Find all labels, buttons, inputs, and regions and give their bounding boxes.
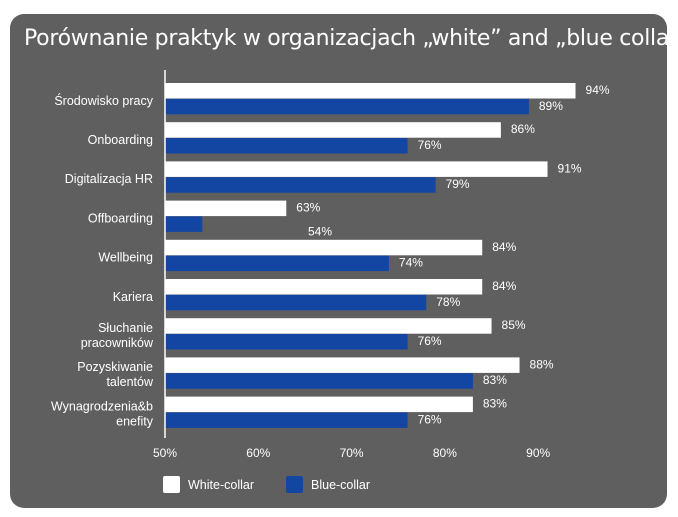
blue-collar-value-onboarding: 76% [418, 138, 442, 152]
chart-title: Porównanie praktyk w organizacjach „whit… [24, 26, 678, 51]
blue-collar-bar-onboarding [165, 138, 408, 154]
white-collar-value-wynagrodzenia-b-enefity: 83% [483, 397, 507, 411]
white-collar-bar-środowisko-pracy [165, 83, 576, 99]
blue-collar-bar-digitalizacja-hr [165, 177, 436, 193]
blue-collar-value-słuchanie-pracowników: 76% [418, 334, 442, 348]
category-label: Słuchanie pracowników [81, 321, 154, 350]
x-tick-label: 80% [433, 446, 457, 460]
category-label: Wellbeing [98, 251, 153, 265]
legend-label-blue: Blue-collar [311, 477, 371, 492]
white-collar-value-onboarding: 86% [511, 122, 535, 136]
blue-collar-value-pozyskiwanie-talentów: 83% [483, 373, 507, 387]
blue-collar-value-wellbeing: 74% [399, 256, 423, 270]
category-label: Digitalizacja HR [65, 172, 153, 186]
white-collar-value-digitalizacja-hr: 91% [558, 161, 582, 175]
blue-collar-bar-pozyskiwanie-talentów [165, 373, 473, 389]
blue-collar-value-digitalizacja-hr: 79% [446, 177, 470, 191]
white-collar-bar-wellbeing [165, 239, 483, 256]
blue-collar-bar-środowisko-pracy [165, 98, 529, 115]
legend-swatch-blue [286, 476, 303, 493]
category-label: Onboarding [88, 133, 153, 147]
white-collar-value-pozyskiwanie-talentów: 88% [530, 357, 554, 371]
white-collar-value-środowisko-pracy: 94% [586, 83, 610, 97]
x-tick-label: 90% [526, 446, 550, 460]
category-label: Kariera [113, 290, 153, 304]
white-collar-bar-offboarding [165, 200, 287, 217]
white-collar-value-słuchanie-pracowników: 85% [502, 318, 526, 332]
legend-item-blue-collar: Blue-collar [286, 476, 370, 493]
legend-item-white-collar: White-collar [163, 476, 254, 493]
category-label: Offboarding [88, 211, 153, 225]
white-collar-bar-słuchanie-pracowników [165, 318, 492, 334]
category-label: Pozyskiwanie talentów [77, 360, 154, 389]
white-collar-value-kariera: 84% [492, 279, 516, 293]
legend-label-white: White-collar [188, 477, 254, 492]
x-tick-label: 60% [246, 446, 270, 460]
category-label: Środowisko pracy [54, 93, 153, 108]
blue-collar-value-offboarding: 54% [308, 224, 332, 238]
blue-collar-bar-słuchanie-pracowników [165, 334, 408, 350]
white-collar-bar-onboarding [165, 122, 501, 138]
white-collar-value-wellbeing: 84% [492, 240, 516, 254]
blue-collar-bar-wynagrodzenia-b-enefity [165, 412, 408, 428]
chart-legend: White-collar Blue-collar [163, 476, 370, 493]
white-collar-bar-digitalizacja-hr [165, 161, 548, 177]
x-tick-label: 70% [340, 446, 364, 460]
white-collar-value-offboarding: 63% [296, 201, 320, 215]
blue-collar-value-środowisko-pracy: 89% [539, 99, 563, 113]
blue-collar-value-wynagrodzenia-b-enefity: 76% [418, 412, 442, 426]
legend-swatch-white [163, 476, 180, 493]
blue-collar-value-kariera: 78% [436, 295, 460, 309]
white-collar-bar-pozyskiwanie-talentów [165, 357, 520, 373]
x-tick-label: 50% [153, 446, 177, 460]
white-collar-bar-wynagrodzenia-b-enefity [165, 396, 473, 413]
white-collar-bar-kariera [165, 279, 483, 295]
blue-collar-bar-offboarding [165, 216, 203, 232]
blue-collar-bar-kariera [165, 294, 427, 311]
blue-collar-bar-wellbeing [165, 255, 389, 272]
category-label: Wynagrodzenia&b enefity [51, 399, 154, 428]
